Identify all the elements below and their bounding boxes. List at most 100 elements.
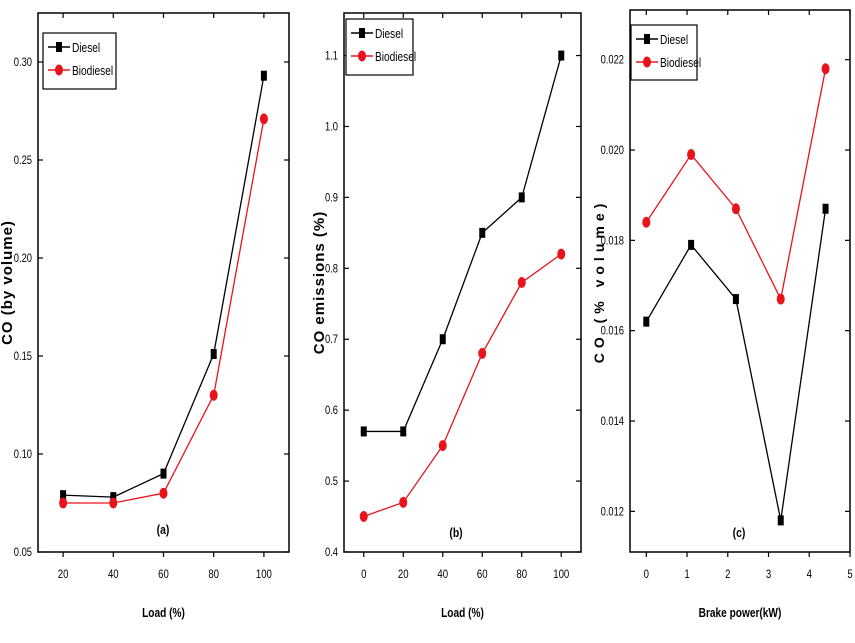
data-point-diesel <box>210 349 217 360</box>
data-point-diesel <box>479 227 486 238</box>
data-point-diesel <box>688 239 695 250</box>
data-point-biodiesel <box>209 389 218 401</box>
data-point-biodiesel <box>642 216 651 228</box>
data-point-diesel <box>60 490 67 501</box>
y-tick-label: 0.6 <box>325 404 338 417</box>
x-tick-label: 60 <box>477 568 488 581</box>
legend-marker <box>644 34 650 44</box>
plot-frame <box>343 12 582 553</box>
data-point-biodiesel <box>517 277 526 288</box>
data-point-diesel <box>558 50 565 61</box>
legend-marker <box>643 56 651 68</box>
series-line-diesel <box>645 208 827 521</box>
series-biodiesel <box>59 113 268 509</box>
panel-label: (b) <box>449 526 462 540</box>
series-line-biodiesel <box>363 253 562 518</box>
legend: Diesel Biodiesel <box>42 32 117 90</box>
y-tick-label: 0.25 <box>14 154 32 167</box>
legend-marker <box>358 50 366 62</box>
y-tick-label: 0.7 <box>325 333 338 346</box>
y-tick-label: 0.9 <box>325 191 338 204</box>
y-axis-title: CO (% volume) <box>591 199 607 364</box>
x-axis-title: Load (%) <box>142 606 185 620</box>
x-tick-label: 80 <box>516 568 527 581</box>
series-diesel <box>60 70 267 503</box>
x-tick-label: 40 <box>437 568 448 581</box>
x-tick-label: 20 <box>398 568 409 581</box>
legend-box <box>42 32 117 90</box>
series-biodiesel <box>642 63 830 305</box>
legend-marker <box>56 42 62 52</box>
y-axis-title: CO (by volume) <box>0 220 16 345</box>
data-point-diesel <box>643 316 650 327</box>
data-point-biodiesel <box>557 248 566 260</box>
y-tick-label: 1.1 <box>325 50 338 63</box>
legend-label: Biodiesel <box>660 56 701 70</box>
y-tick-label: 0.20 <box>14 252 32 265</box>
data-point-diesel <box>110 492 117 503</box>
legend: Diesel Biodiesel <box>630 24 701 81</box>
chart-panel-1: 0.05 0.10 0.15 0.20 0.25 0.30 20 40 60 80 100 Load … <box>0 12 290 620</box>
x-tick-label: 1 <box>684 568 689 581</box>
x-tick-label: 100 <box>553 568 569 581</box>
x-tick-label: 0 <box>644 568 649 581</box>
y-tick-label: 0.05 <box>14 546 32 559</box>
x-tick-label: 5 <box>847 568 852 581</box>
data-point-diesel <box>260 70 267 81</box>
data-point-diesel <box>400 426 407 437</box>
data-point-biodiesel <box>359 511 368 523</box>
legend-label: Biodiesel <box>72 64 113 78</box>
y-tick-label: 0.014 <box>601 415 624 428</box>
y-tick-label: 1.0 <box>325 120 338 133</box>
data-point-diesel <box>439 334 446 345</box>
chart-panel-2: 0.4 0.5 0.6 0.7 0.8 0.9 1.0 1.1 0 20 40 60 80 100 Load… <box>311 12 582 620</box>
data-point-biodiesel <box>109 497 118 509</box>
data-point-diesel <box>160 468 167 479</box>
x-axis-title: Brake power(kW) <box>699 606 782 620</box>
chart-panel-3: 0.012 0.014 0.016 0.018 0.020 0.022 0 1 2 3 4 5 Brak… <box>591 9 853 620</box>
legend-label: Diesel <box>660 33 688 47</box>
y-tick-label: 0.10 <box>14 448 32 461</box>
data-point-diesel <box>822 203 829 214</box>
legend-marker <box>55 64 63 76</box>
data-point-biodiesel <box>438 440 447 452</box>
legend-label: Diesel <box>72 41 100 55</box>
y-tick-label: 0.4 <box>325 546 338 559</box>
x-tick-label: 0 <box>361 568 366 581</box>
series-line-biodiesel <box>63 118 265 504</box>
legend-label: Diesel <box>375 27 403 41</box>
data-point-diesel <box>732 294 739 305</box>
data-point-biodiesel <box>159 487 168 499</box>
x-tick-label: 100 <box>256 568 272 581</box>
data-point-biodiesel <box>776 293 785 305</box>
legend-box <box>345 18 414 76</box>
series-line-diesel <box>363 55 562 433</box>
legend-box <box>630 24 698 81</box>
y-axis-title: CO emissions (%) <box>311 211 328 355</box>
y-tick-label: 0.016 <box>601 325 624 338</box>
series-diesel <box>643 203 829 526</box>
x-axis-title: Load (%) <box>441 606 484 620</box>
data-point-biodiesel <box>731 203 740 215</box>
y-tick-label: 0.5 <box>325 475 338 488</box>
y-tick-label: 0.15 <box>14 350 32 363</box>
legend-marker <box>359 28 365 38</box>
y-tick-label: 0.30 <box>14 56 32 69</box>
data-point-biodiesel <box>259 113 268 125</box>
x-tick-label: 4 <box>807 568 812 581</box>
x-tick-label: 20 <box>58 568 69 581</box>
legend-label: Biodiesel <box>375 50 416 64</box>
y-tick-label: 0.022 <box>601 54 624 67</box>
y-tick-label: 0.8 <box>325 262 338 275</box>
y-tick-label: 0.012 <box>601 505 624 518</box>
legend: Diesel Biodiesel <box>345 18 416 76</box>
panel-label: (a) <box>157 523 170 537</box>
data-point-biodiesel <box>687 149 696 161</box>
data-point-diesel <box>777 515 784 526</box>
y-tick-label: 0.020 <box>601 144 624 157</box>
data-point-diesel <box>360 426 367 437</box>
x-tick-label: 80 <box>208 568 219 581</box>
data-point-biodiesel <box>399 496 408 508</box>
x-tick-label: 60 <box>158 568 169 581</box>
